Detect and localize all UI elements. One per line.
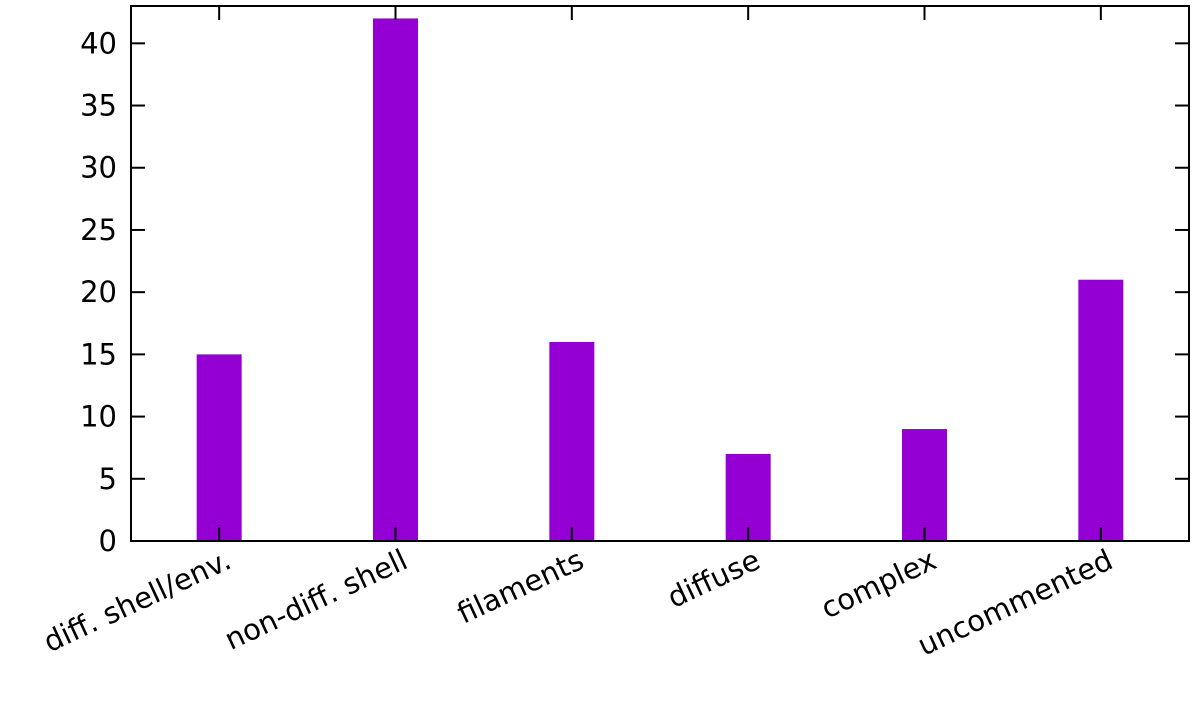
bar-0 — [196, 354, 242, 541]
y-tick-label-7: 35 — [80, 89, 117, 123]
bars-layer — [196, 18, 1124, 542]
ticks-layer — [131, 6, 1189, 542]
y-tick-label-4: 20 — [80, 275, 117, 309]
y-tick-label-2: 10 — [80, 400, 117, 434]
category-label-4: complex — [816, 543, 942, 626]
y-tick-label-8: 40 — [80, 26, 117, 60]
y-tick-label-3: 15 — [80, 337, 117, 371]
category-label-0: diff. shell/env. — [38, 543, 236, 659]
y-tick-label-6: 30 — [80, 151, 117, 185]
y-tick-label-5: 25 — [80, 213, 117, 247]
y-tick-label-0: 0 — [99, 524, 117, 558]
category-label-3: diffuse — [662, 543, 765, 615]
y-tick-label-1: 5 — [99, 462, 117, 496]
bar-3 — [725, 453, 771, 541]
bar-5 — [1078, 279, 1124, 541]
plot-frame — [130, 5, 1190, 542]
bar-2 — [549, 341, 595, 541]
category-label-2: filaments — [452, 543, 589, 631]
bar-1 — [373, 18, 418, 542]
bar-4 — [902, 429, 947, 541]
category-label-5: uncommented — [912, 543, 1117, 663]
category-label-1: non-diff. shell — [219, 543, 412, 657]
